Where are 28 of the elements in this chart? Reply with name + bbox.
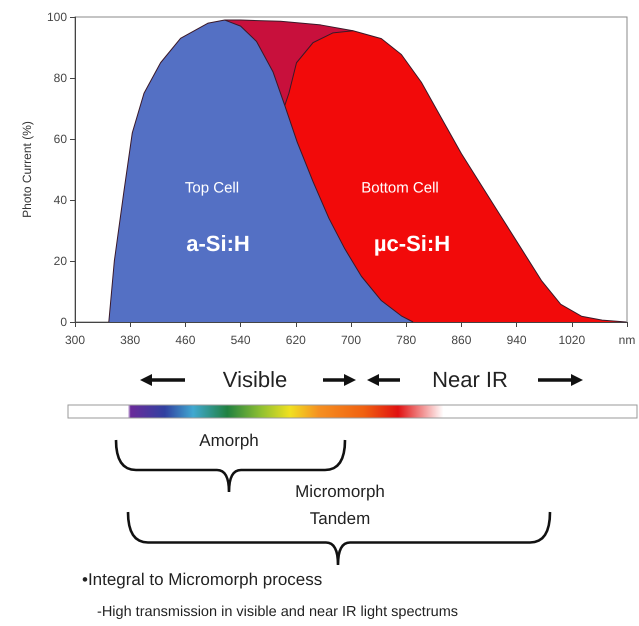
y-tick-label: 60 — [54, 132, 68, 146]
x-tick-label: 780 — [396, 333, 417, 347]
x-tick-label: 380 — [120, 333, 141, 347]
x-tick-label: 700 — [340, 333, 362, 347]
x-tick-label: 940 — [506, 333, 527, 347]
annotation: Bottom Cell — [361, 180, 439, 196]
x-tick-label: 620 — [286, 333, 306, 347]
annotation: Top Cell — [184, 180, 240, 196]
x-tick-label: nm — [618, 333, 636, 347]
text: Visible — [222, 367, 288, 393]
y-axis-title: Photo Current (%) — [20, 121, 34, 218]
text: Near IR — [432, 367, 508, 393]
annotation: µc-Si:H — [374, 231, 450, 257]
text: -High transmission in visible and near IR light spectrums — [97, 604, 458, 620]
text: •Integral to Micromorph process — [82, 570, 322, 590]
annotation: a-Si:H — [186, 231, 250, 257]
x-tick-label: 540 — [230, 333, 251, 347]
x-tick-label: 300 — [64, 333, 86, 347]
text: Micromorph Tandem — [294, 481, 386, 530]
x-tick-label: 1020 — [558, 333, 586, 347]
y-tick-label: 20 — [54, 254, 68, 268]
y-tick-label: 0 — [60, 315, 68, 329]
y-tick-label: 100 — [46, 10, 68, 24]
text: Amorph — [199, 431, 259, 451]
y-tick-label: 40 — [54, 193, 68, 207]
x-tick-label: 460 — [175, 333, 196, 347]
x-tick-label: 860 — [451, 333, 472, 347]
y-tick-label: 80 — [54, 71, 68, 85]
